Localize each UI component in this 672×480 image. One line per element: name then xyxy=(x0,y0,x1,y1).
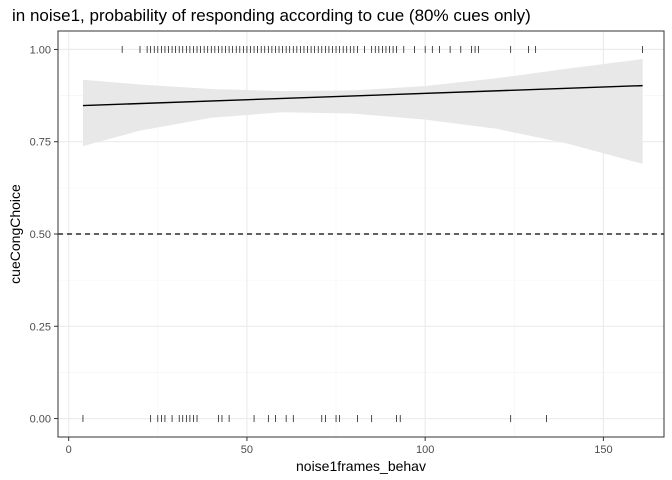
x-tick-label: 100 xyxy=(416,444,434,456)
confidence-band xyxy=(82,59,643,164)
x-axis: 0 50 100 150 xyxy=(66,437,613,456)
x-axis-title: noise1frames_behav xyxy=(296,458,426,474)
x-tick-label: 50 xyxy=(241,444,253,456)
chart-title: in noise1, probability of responding acc… xyxy=(12,6,531,25)
y-tick-label: 0.50 xyxy=(30,229,51,241)
x-tick-label: 0 xyxy=(66,444,72,456)
y-tick-label: 0.00 xyxy=(30,414,51,426)
y-axis: 0.00 0.25 0.50 0.75 1.00 xyxy=(30,44,58,426)
x-tick-label: 150 xyxy=(594,444,612,456)
confidence-band-layer xyxy=(82,59,643,164)
y-axis-title: cueCongChoice xyxy=(7,184,23,284)
y-tick-label: 0.25 xyxy=(30,321,51,333)
rug-marks xyxy=(82,45,643,423)
fit-line-layer xyxy=(82,84,643,107)
y-tick-label: 0.75 xyxy=(30,137,51,149)
y-tick-label: 1.00 xyxy=(30,44,51,56)
fit-line xyxy=(82,84,643,107)
